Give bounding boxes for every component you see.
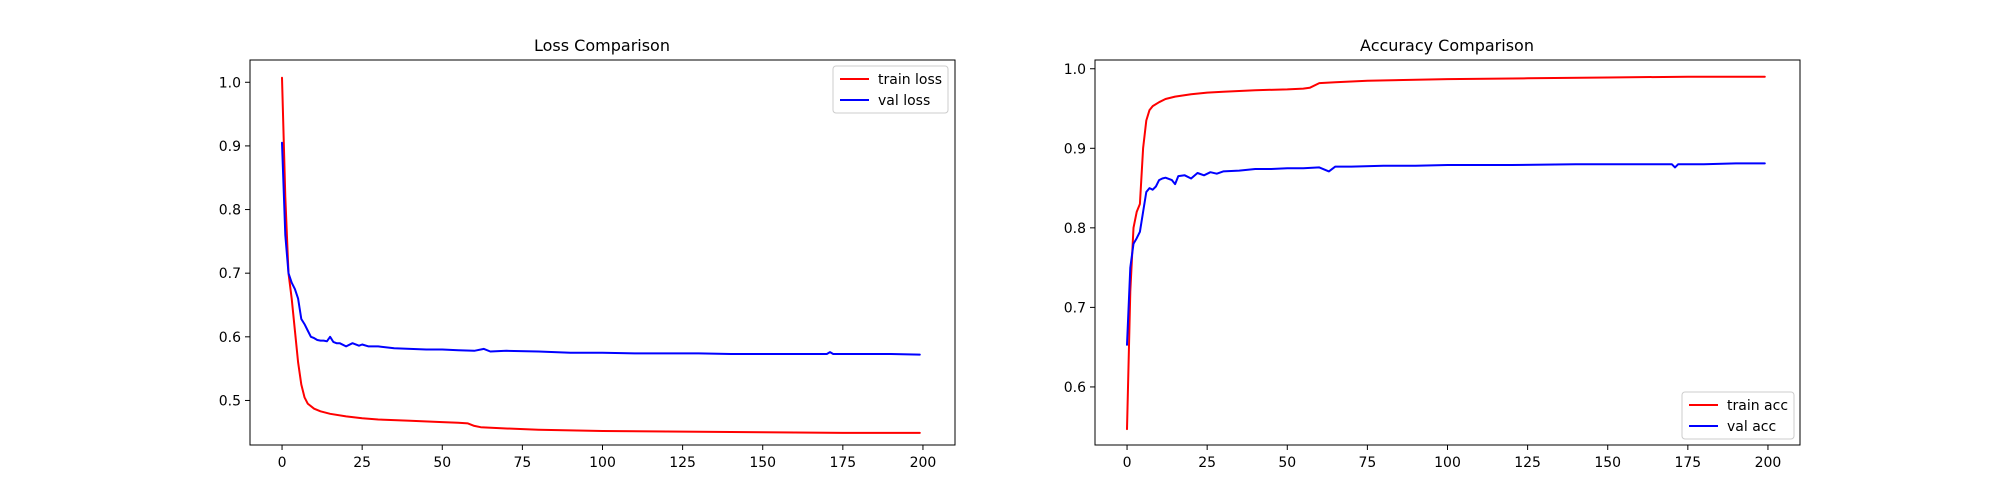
accuracy-series-train-acc [1126,75,1766,431]
legend-val-loss-label: val loss [878,93,930,109]
loss-xtick-label-50: 50 [433,455,451,471]
accuracy-legend: train acc val acc [1681,391,1795,440]
accuracy-xtick-label-175: 175 [1674,455,1701,471]
legend-val-acc-label: val acc [1727,419,1776,435]
loss-series-train-loss [281,76,921,434]
legend-train-loss-label: train loss [878,72,942,88]
loss-xtick-label-200: 200 [910,455,937,471]
loss-ytick-label-0: 0.5 [219,393,241,409]
loss-ytick-label-5: 1.0 [219,75,241,91]
loss-ytick-label-2: 0.7 [219,266,241,282]
loss-ytick-label-1: 0.6 [219,330,241,346]
accuracy-legend-box [1681,391,1795,440]
accuracy-series-val-acc [1126,162,1766,346]
accuracy-axes-frame [1094,59,1801,446]
loss-xtick-label-175: 175 [829,455,856,471]
accuracy-xtick-label-0: 0 [1123,455,1132,471]
accuracy-ytick-label-3: 0.9 [1064,141,1086,157]
accuracy-ytick-label-4: 1.0 [1064,62,1086,78]
loss-legend-box [832,65,949,114]
accuracy-chart-title: Accuracy Comparison [1360,36,1534,55]
loss-chart-title: Loss Comparison [534,36,670,55]
loss-plot-area: 0 25 50 75 100 125 150 175 200 0.5 0.6 0.7 0.8 0.9 1.0 [219,75,937,471]
loss-xtick-label-125: 125 [669,455,696,471]
accuracy-xtick-label-125: 125 [1514,455,1541,471]
accuracy-xtick-label-150: 150 [1594,455,1621,471]
loss-xtick-label-150: 150 [749,455,776,471]
loss-xtick-label-0: 0 [278,455,287,471]
loss-xtick-label-100: 100 [589,455,616,471]
accuracy-xtick-label-100: 100 [1434,455,1461,471]
loss-ytick-label-3: 0.8 [219,203,241,219]
loss-series-val-loss [281,141,921,356]
loss-xtick-label-75: 75 [513,455,531,471]
accuracy-xtick-label-50: 50 [1278,455,1296,471]
accuracy-ytick-label-2: 0.8 [1064,221,1086,237]
loss-axes-frame [249,59,956,446]
accuracy-xtick-label-75: 75 [1358,455,1376,471]
accuracy-plot-area: 0 25 50 75 100 125 150 175 200 0.6 0.7 0.8 0.9 1.0 [1064,62,1782,471]
accuracy-xtick-label-200: 200 [1755,455,1782,471]
legend-train-acc-label: train acc [1727,398,1788,414]
accuracy-chart: Accuracy Comparison 0 25 50 75 100 125 150 175 2… [1064,36,1801,471]
loss-xtick-label-25: 25 [353,455,371,471]
loss-ytick-label-4: 0.9 [219,139,241,155]
loss-legend: train loss val loss [832,65,949,114]
accuracy-ytick-label-1: 0.7 [1064,300,1086,316]
accuracy-xtick-label-25: 25 [1198,455,1216,471]
accuracy-ytick-label-0: 0.6 [1064,380,1086,396]
loss-chart: Loss Comparison 0 25 50 75 100 125 150 175 200 0.… [219,36,956,471]
